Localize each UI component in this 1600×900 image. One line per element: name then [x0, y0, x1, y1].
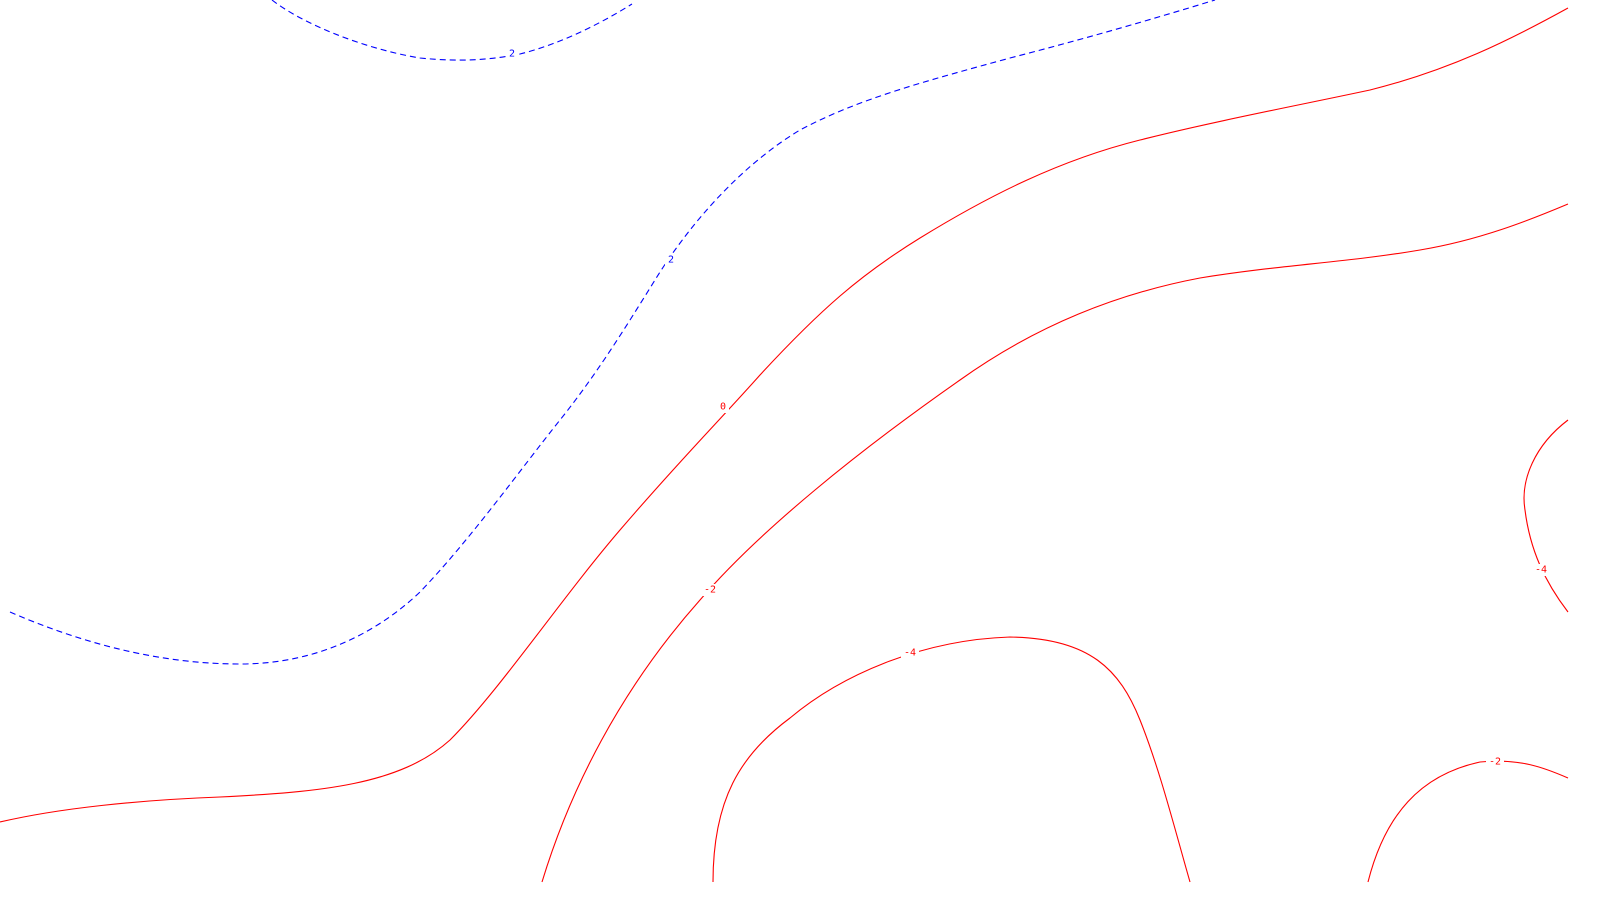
contour-label: -2: [704, 585, 716, 596]
contour-line-minus2-main: [541, 203, 1569, 883]
contour-line-2-main: [9, 0, 1216, 665]
contour-label-background: [1532, 564, 1550, 576]
contour-label: -4: [904, 648, 916, 659]
contour-label-background: [901, 647, 919, 659]
contour-label: -2: [1489, 757, 1501, 768]
contour-lines: [0, 0, 1569, 883]
contour-label-background: [717, 401, 729, 413]
contour-label-background: [701, 584, 719, 596]
contour-label: 2: [509, 49, 515, 60]
contour-label-background: [665, 254, 677, 266]
contour-label-background: [506, 48, 518, 60]
contour-labels: 2 2 0 -2 -4 -4 -2: [506, 48, 1550, 768]
contour-line-2-top: [271, 0, 633, 61]
contour-label: 2: [668, 255, 674, 266]
contour-label: -4: [1535, 565, 1547, 576]
contour-label: 0: [720, 402, 726, 413]
contour-line-0: [0, 7, 1569, 823]
contour-line-minus2-right: [1367, 760, 1569, 883]
contour-line-minus4-bottom: [712, 636, 1191, 883]
contour-label-background: [1486, 756, 1504, 768]
contour-line-minus4-right: [1523, 419, 1569, 613]
